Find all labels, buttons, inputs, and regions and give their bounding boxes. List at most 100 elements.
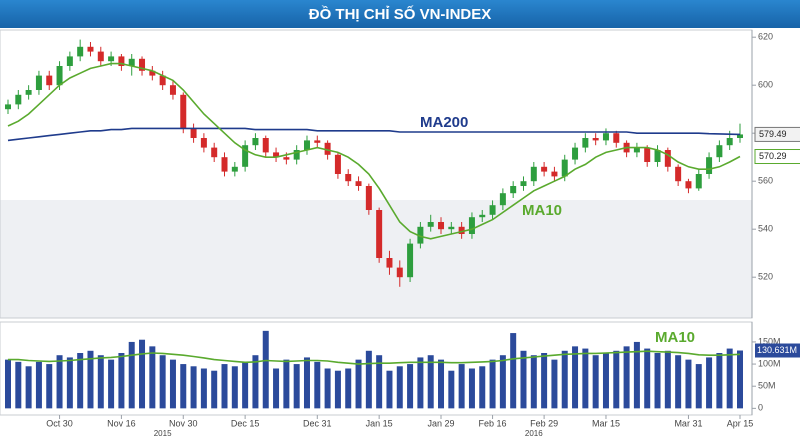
bar — [334, 370, 341, 409]
candle-body — [489, 205, 496, 215]
candle-body — [252, 138, 259, 146]
candle-body — [303, 140, 310, 150]
bar — [97, 355, 104, 409]
candle-body — [376, 210, 383, 258]
candle-body — [448, 226, 455, 230]
bar — [211, 370, 218, 409]
candle-body — [468, 217, 475, 234]
candle-body — [56, 66, 63, 86]
candle-body — [407, 243, 414, 278]
bar — [128, 341, 135, 409]
bar — [510, 333, 517, 409]
bar — [365, 350, 372, 409]
value-tag-label: 130.631M — [757, 345, 797, 355]
candle-body — [438, 222, 445, 230]
value-tag-label: 570.29 — [759, 151, 787, 161]
bar — [283, 359, 290, 409]
x-tick-label: Feb 29 — [530, 418, 558, 428]
x-tick-label: Mar 15 — [592, 418, 620, 428]
candle-body — [737, 134, 743, 138]
candle-body — [530, 166, 537, 182]
value-tag — [754, 126, 800, 142]
bar — [242, 361, 249, 409]
candle-body — [221, 157, 228, 172]
bar — [221, 364, 228, 409]
annotation: MA200 — [420, 114, 468, 131]
bar — [644, 348, 651, 409]
x-tick-label: Jan 15 — [366, 418, 393, 428]
plot: 520540560580600620MA200MA10579.49570.290… — [5, 30, 800, 438]
candle-body — [675, 166, 682, 182]
bar — [108, 359, 115, 409]
candle-body — [128, 58, 135, 66]
x-group-label: 2015 — [154, 429, 172, 438]
bar — [303, 357, 310, 409]
bar — [169, 359, 176, 409]
bar — [572, 346, 579, 409]
line-series — [7, 62, 741, 240]
bar — [530, 355, 537, 409]
candle-body — [211, 147, 218, 158]
bar — [438, 359, 445, 409]
candle-body — [613, 133, 620, 143]
bar — [623, 346, 630, 409]
bar — [66, 357, 73, 409]
candle-body — [200, 138, 207, 148]
x-tick-label: Mar 31 — [674, 418, 702, 428]
bar — [695, 364, 702, 409]
bar — [396, 366, 403, 409]
price-panel-shade — [0, 200, 752, 318]
candle-body — [324, 142, 331, 155]
candle-body — [35, 75, 42, 90]
bar — [56, 355, 63, 409]
bar — [664, 350, 671, 409]
y-tick-label: 600 — [758, 80, 773, 90]
candle-body — [159, 75, 166, 86]
candle-body — [15, 94, 22, 105]
candle-body — [633, 147, 640, 153]
candle-body — [87, 46, 94, 52]
bar — [355, 359, 362, 409]
candle-body — [458, 226, 465, 234]
candle-body — [46, 75, 53, 86]
candle-body — [396, 267, 403, 278]
candle-body — [695, 174, 702, 189]
bar — [139, 339, 146, 409]
bar — [190, 366, 197, 409]
bar — [35, 361, 42, 409]
candle-body — [654, 150, 661, 162]
candle-body — [149, 70, 156, 76]
annotation: MA10 — [655, 329, 695, 346]
candle-body — [644, 147, 651, 162]
bar — [479, 366, 486, 409]
bar — [427, 355, 434, 409]
candle-body — [479, 214, 486, 218]
bar — [448, 370, 455, 409]
candle-body — [561, 159, 568, 177]
bar — [15, 361, 22, 409]
candle-body — [365, 186, 372, 210]
x-tick-label: Apr 15 — [727, 418, 754, 428]
y-tick-label: 520 — [758, 272, 773, 282]
bar — [149, 346, 156, 409]
bar — [737, 350, 743, 409]
candle-body — [283, 157, 290, 160]
value-tag — [754, 149, 800, 165]
candle-body — [293, 150, 300, 160]
y-tick-label: 100M — [758, 358, 781, 368]
line-series — [8, 350, 741, 365]
candle-body — [427, 222, 434, 227]
bar — [551, 359, 558, 409]
candle-body — [345, 174, 352, 182]
bar — [489, 359, 496, 409]
y-tick-label: 50M — [758, 381, 776, 391]
candle-body — [242, 145, 249, 167]
bar — [541, 353, 548, 409]
candle-body — [66, 56, 73, 66]
bar — [417, 357, 424, 409]
candle-body — [262, 138, 269, 153]
bar — [561, 350, 568, 409]
bar — [231, 366, 238, 409]
bar — [180, 364, 187, 409]
